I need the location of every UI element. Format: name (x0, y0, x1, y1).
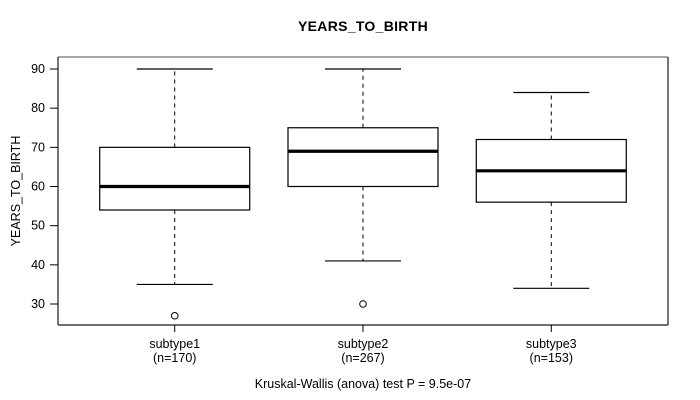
stats-caption: Kruskal-Wallis (anova) test P = 9.5e-07 (254, 377, 472, 391)
outlier-point (359, 300, 367, 308)
x-tick-sublabel-subtype3: (n=153) (530, 351, 573, 365)
y-tick-label: 80 (31, 101, 45, 115)
y-tick-label: 70 (31, 140, 45, 154)
x-tick-label-subtype2: subtype2 (338, 337, 389, 351)
y-tick-label: 30 (31, 297, 45, 311)
x-tick-sublabel-subtype1: (n=170) (153, 351, 196, 365)
box-subtype2 (287, 127, 439, 188)
y-tick-label: 60 (31, 180, 45, 194)
x-tick-label-subtype3: subtype3 (526, 337, 577, 351)
y-tick-label: 90 (31, 62, 45, 76)
outlier-point (170, 311, 179, 320)
chart-title: YEARS_TO_BIRTH (298, 18, 428, 34)
y-tick-label: 40 (31, 258, 45, 272)
x-tick-label-subtype1: subtype1 (149, 337, 200, 351)
x-tick-sublabel-subtype2: (n=267) (341, 351, 384, 365)
box-subtype1 (99, 146, 251, 211)
y-tick-label: 50 (31, 219, 45, 233)
